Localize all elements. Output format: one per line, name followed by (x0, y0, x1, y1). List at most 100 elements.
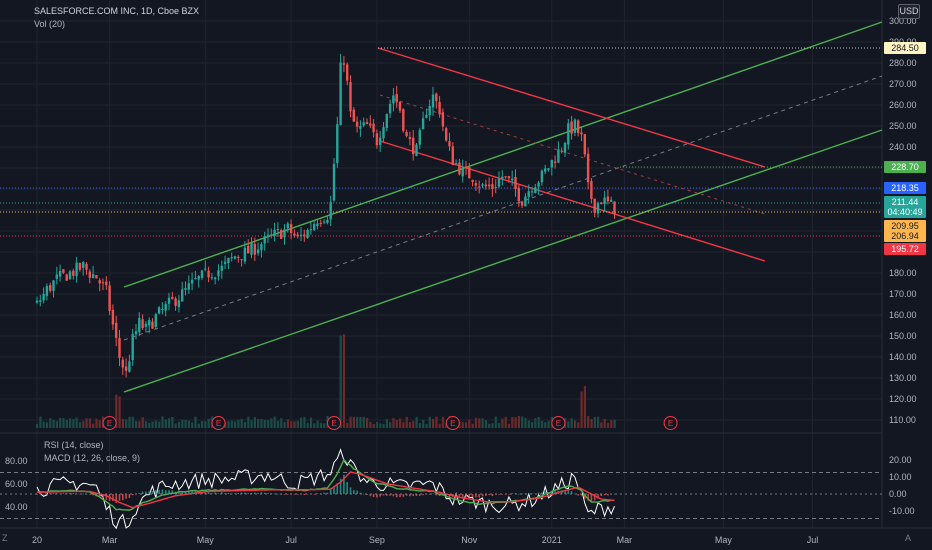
macd-histogram-bar (293, 494, 296, 495)
earnings-marker-circle (327, 416, 341, 430)
chart-title: SALESFORCE.COM INC, 1D, Cboe BZX (34, 6, 200, 16)
candle-body (227, 258, 230, 264)
candle-body (365, 122, 369, 125)
macd-histogram-bar (356, 490, 358, 494)
macd-histogram-bar (455, 494, 457, 497)
macd-histogram-bar (145, 491, 147, 494)
candle-body (534, 187, 537, 193)
candle-body (266, 234, 270, 236)
macd-histogram-bar (593, 494, 596, 501)
volume-bar (573, 420, 577, 428)
volume-bar (356, 416, 359, 428)
candle-body (316, 223, 319, 227)
timezone-button[interactable]: Z (2, 533, 8, 543)
candle-body (610, 199, 613, 202)
macd-histogram-bar (92, 494, 94, 496)
time-tick-label: May (197, 535, 215, 545)
volume-bar (521, 416, 524, 428)
candle-body (402, 109, 405, 131)
candle-body (372, 123, 375, 133)
macd-histogram-bar (82, 493, 84, 495)
volume-bar (488, 423, 491, 428)
candle-body (72, 270, 75, 276)
earnings-marker: E (551, 416, 566, 430)
candle-body (115, 322, 118, 338)
volume-bar (474, 417, 478, 428)
macd-histogram-bar (468, 494, 471, 498)
candle-body (431, 94, 435, 108)
candle-body (296, 234, 299, 237)
volume-bar (375, 422, 379, 428)
macd-histogram-bar (435, 494, 438, 496)
macd-histogram-bar (62, 493, 65, 494)
candle-body (194, 278, 197, 280)
candle-body (243, 247, 247, 262)
candle-body (313, 224, 316, 230)
macd-histogram-bar (244, 492, 246, 494)
volume-bar (422, 420, 425, 428)
candle-body (220, 265, 223, 271)
volume-bar (593, 417, 596, 428)
macd-histogram-bar (287, 494, 289, 495)
candle-body (204, 268, 207, 270)
volume-bar (300, 417, 303, 428)
candle-body (448, 141, 451, 147)
volume-bar (544, 422, 547, 428)
candle-body (481, 184, 484, 186)
volume-bar (230, 420, 233, 428)
candles (35, 54, 616, 378)
currency-button[interactable]: USD (898, 4, 920, 19)
macd-histogram-bar (296, 494, 299, 495)
macd-histogram-bar (587, 494, 589, 501)
volume-bar (82, 421, 85, 428)
candle-body (388, 103, 392, 114)
volume-bar (319, 422, 322, 428)
candle-body (408, 136, 412, 139)
macd-histogram-bar (257, 492, 259, 494)
macd-histogram-bar (131, 494, 134, 496)
volume-bar (168, 418, 171, 428)
volume-bar (296, 420, 299, 428)
earnings-marker-circle (211, 416, 226, 430)
volume-bar (237, 419, 240, 428)
candle-body (355, 121, 359, 127)
macd-tick-label: -10.00 (889, 506, 915, 516)
volume-bar (441, 416, 445, 428)
auto-scale-button[interactable]: A (905, 533, 912, 543)
macd-histogram-bar (323, 492, 325, 494)
candle-body (223, 261, 227, 264)
candle-body (85, 263, 88, 270)
candle-body (590, 181, 593, 199)
volume-bar (590, 418, 593, 428)
candle-body (603, 197, 606, 204)
price-tick-label: 260.00 (889, 100, 917, 110)
candle-body (530, 191, 534, 193)
volume-bar (547, 420, 550, 428)
volume-bar (392, 418, 395, 428)
volume-bar (498, 422, 501, 428)
candle-body (382, 127, 385, 139)
candle-body (164, 303, 167, 311)
volume-bar (158, 421, 161, 428)
volume-bar (125, 419, 128, 428)
macd-tick-label: 10.00 (889, 472, 912, 482)
volume-bar (62, 417, 65, 428)
volume-bar (204, 421, 207, 428)
macd-histogram-bar (392, 494, 395, 497)
price-tag (884, 230, 926, 242)
volume-bar (177, 421, 181, 428)
candle-body (161, 308, 164, 310)
macd-histogram-bar (313, 494, 315, 495)
price-tick-label: 300.00 (889, 16, 917, 26)
volume-bar (339, 335, 342, 428)
macd-histogram-bar (580, 494, 583, 496)
macd-histogram-bar (359, 492, 362, 494)
macd-histogram-bar (389, 494, 391, 496)
candle-body (280, 230, 283, 239)
macd-histogram-bar (326, 492, 329, 494)
candle-body (349, 82, 352, 112)
candle-body (95, 275, 98, 279)
volume-bar (69, 418, 72, 428)
macd-histogram-bar (42, 493, 45, 495)
macd-histogram-bar (191, 491, 193, 494)
